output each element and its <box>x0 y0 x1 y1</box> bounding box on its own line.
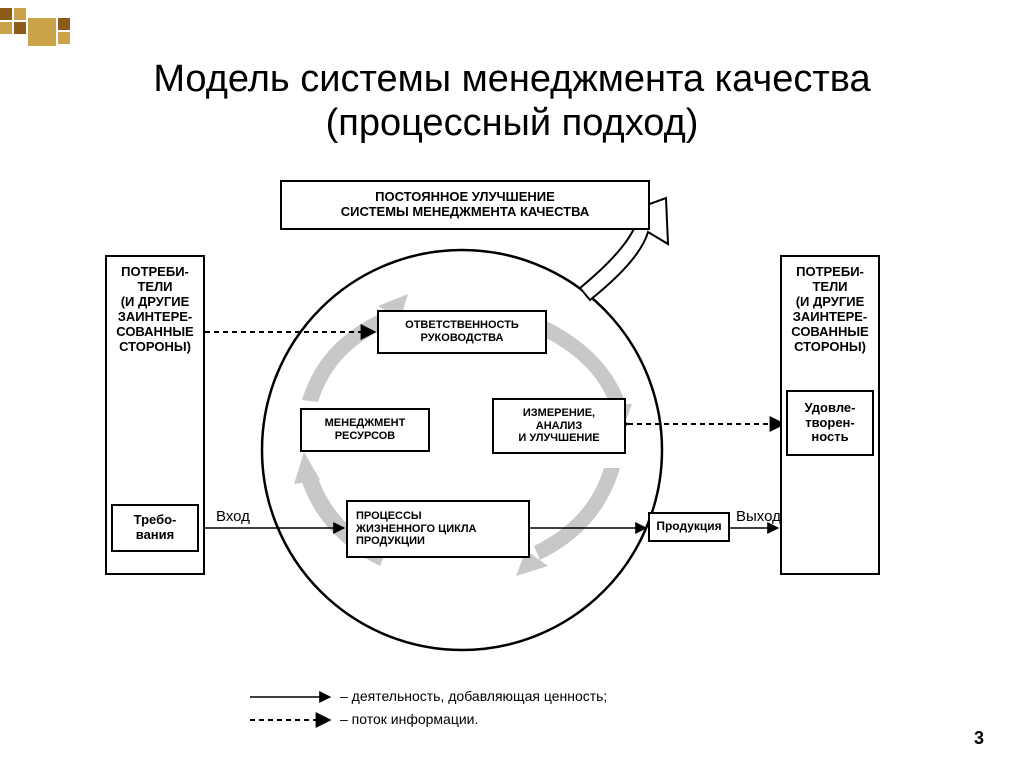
box-measurement: ИЗМЕРЕНИЕ, АНАЛИЗ И УЛУЧШЕНИЕ <box>492 398 626 454</box>
box-improvement: ПОСТОЯННОЕ УЛУЧШЕНИЕ СИСТЕМЫ МЕНЕДЖМЕНТА… <box>280 180 650 230</box>
title-line1: Модель системы менеджмента качества <box>153 58 870 100</box>
box-product: Продукция <box>648 512 730 542</box>
page-title: Модель системы менеджмента качества (про… <box>0 58 1024 145</box>
box-responsibility: ОТВЕТСТВЕННОСТЬ РУКОВОДСТВА <box>377 310 547 354</box>
legend-text-2: – поток информации. <box>340 711 478 727</box>
top-box-l2: СИСТЕМЫ МЕНЕДЖМЕНТА КАЧЕСТВА <box>341 204 589 219</box>
box-processes: ПРОЦЕССЫ ЖИЗНЕННОГО ЦИКЛА ПРОДУКЦИИ <box>346 500 530 558</box>
title-line2: (процессный подход) <box>326 102 699 144</box>
box-requirements: Требо- вания <box>111 504 199 552</box>
label-output: Выход <box>736 508 781 525</box>
label-input: Вход <box>216 508 250 525</box>
page-number: 3 <box>974 728 984 749</box>
box-satisfaction: Удовле- творен- ность <box>786 390 874 456</box>
box-resources: МЕНЕДЖМЕНТ РЕСУРСОВ <box>300 408 430 452</box>
top-box-l1: ПОСТОЯННОЕ УЛУЧШЕНИЕ <box>375 189 555 204</box>
legend-text-1: – деятельность, добавляющая ценность; <box>340 688 607 704</box>
